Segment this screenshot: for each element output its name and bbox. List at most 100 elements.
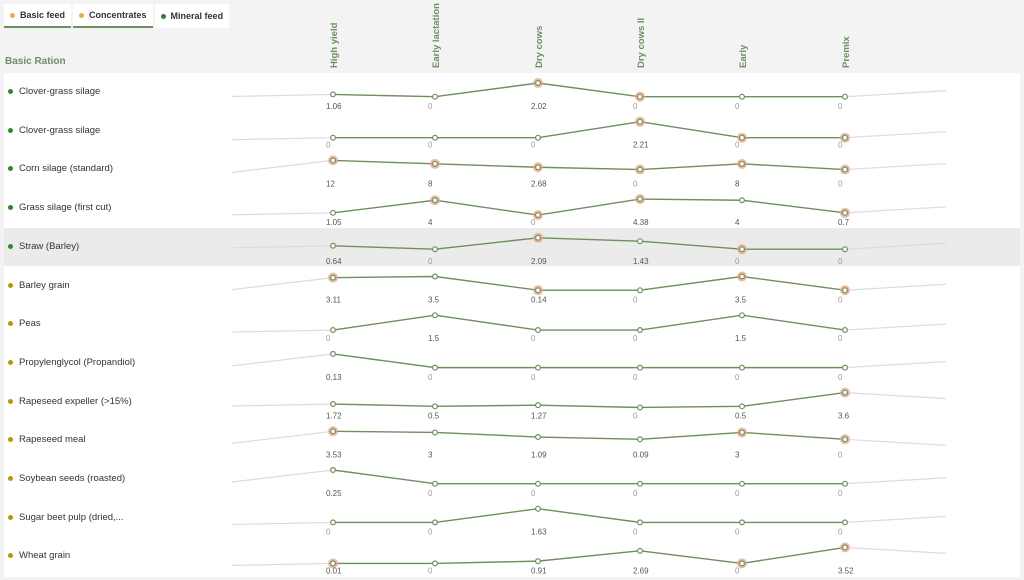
data-point[interactable] [841,389,848,396]
data-point[interactable] [738,312,745,319]
data-point[interactable] [636,436,643,443]
data-point[interactable] [841,166,848,173]
data-point[interactable] [738,560,745,567]
data-point[interactable] [841,544,848,551]
data-point[interactable] [330,209,337,216]
data-point[interactable] [534,212,541,219]
tab-basic-feed[interactable]: Basic feed [4,4,72,28]
data-point[interactable] [330,428,337,435]
table-row[interactable]: Barley grain [4,267,1020,305]
data-point[interactable] [636,287,643,294]
data-point[interactable] [636,166,643,173]
data-point[interactable] [841,480,848,487]
data-point[interactable] [636,364,643,371]
data-point[interactable] [432,364,439,371]
table-row[interactable]: Rapeseed expeller (>15%) [4,383,1020,421]
data-point[interactable] [841,364,848,371]
data-point[interactable] [841,519,848,526]
column-header-3[interactable]: Dry cows II [636,10,677,68]
data-point[interactable] [432,160,439,167]
data-point[interactable] [534,287,541,294]
data-point[interactable] [330,327,337,334]
data-point[interactable] [432,197,439,204]
data-point[interactable] [636,118,643,125]
data-point[interactable] [330,242,337,249]
data-point[interactable] [738,160,745,167]
table-row[interactable]: Rapeseed meal [4,421,1020,459]
data-point[interactable] [738,246,745,253]
data-point[interactable] [432,429,439,436]
column-header-5[interactable]: Premix [841,10,882,68]
data-point[interactable] [738,364,745,371]
data-point[interactable] [534,79,541,87]
data-point[interactable] [636,480,643,487]
data-point[interactable] [738,93,745,100]
data-point[interactable] [330,134,337,141]
table-row[interactable]: Clover-grass silage [4,112,1020,150]
data-point[interactable] [330,560,337,567]
table-row[interactable]: Corn silage (standard) [4,150,1020,188]
table-row[interactable]: Soybean seeds (roasted) [4,460,1020,498]
data-point[interactable] [841,93,848,100]
data-point[interactable] [330,467,337,474]
data-point[interactable] [738,429,745,436]
data-point[interactable] [534,364,541,371]
data-point[interactable] [636,196,643,203]
data-point[interactable] [738,403,745,410]
data-point[interactable] [738,519,745,526]
column-header-1[interactable]: Early lactation [431,3,472,68]
table-row[interactable]: Propylenglycol (Propandiol) [4,344,1020,382]
data-point[interactable] [841,209,848,216]
data-point[interactable] [636,547,643,554]
data-point[interactable] [432,93,439,100]
data-point[interactable] [534,434,541,441]
data-point[interactable] [636,404,643,411]
data-point[interactable] [841,436,848,443]
data-point[interactable] [534,327,541,334]
data-point[interactable] [330,274,337,281]
table-row[interactable]: Clover-grass silage [4,73,1020,111]
column-header-0[interactable]: High yield [329,10,370,68]
data-point[interactable] [534,505,541,512]
data-point[interactable] [636,327,643,334]
data-point[interactable] [432,312,439,319]
data-point[interactable] [841,246,848,253]
data-point[interactable] [738,480,745,487]
table-row[interactable]: Sugar beet pulp (dried,... [4,499,1020,537]
data-point[interactable] [330,157,337,164]
data-point[interactable] [330,91,337,98]
data-point[interactable] [330,519,337,526]
data-point[interactable] [841,287,848,294]
data-point[interactable] [330,401,337,408]
column-header-2[interactable]: Dry cows [534,10,575,68]
data-point[interactable] [432,134,439,141]
data-point[interactable] [841,327,848,334]
data-point[interactable] [636,93,643,100]
data-point[interactable] [432,480,439,487]
data-point[interactable] [636,238,643,245]
data-point[interactable] [330,350,337,357]
column-header-4[interactable]: Early [738,10,779,68]
data-point[interactable] [432,273,439,280]
data-point[interactable] [432,560,439,567]
table-row[interactable]: Grass silage (first cut) [4,189,1020,227]
tab-concentrates[interactable]: Concentrates [73,4,153,28]
data-point[interactable] [534,234,541,241]
data-point[interactable] [534,164,541,171]
data-point[interactable] [841,134,848,141]
data-point[interactable] [738,273,745,280]
table-row[interactable]: Straw (Barley) [4,227,1020,266]
data-point[interactable] [738,134,745,141]
data-point[interactable] [432,246,439,253]
table-row[interactable]: Wheat grain [4,537,1020,575]
data-point[interactable] [534,480,541,487]
table-row[interactable]: Peas [4,305,1020,343]
data-point[interactable] [432,403,439,410]
data-point[interactable] [534,558,541,565]
data-point[interactable] [738,197,745,204]
data-point[interactable] [534,402,541,409]
tab-mineral-feed[interactable]: Mineral feed [154,4,230,28]
data-point[interactable] [432,519,439,526]
data-point[interactable] [534,134,541,141]
data-point[interactable] [636,519,643,526]
